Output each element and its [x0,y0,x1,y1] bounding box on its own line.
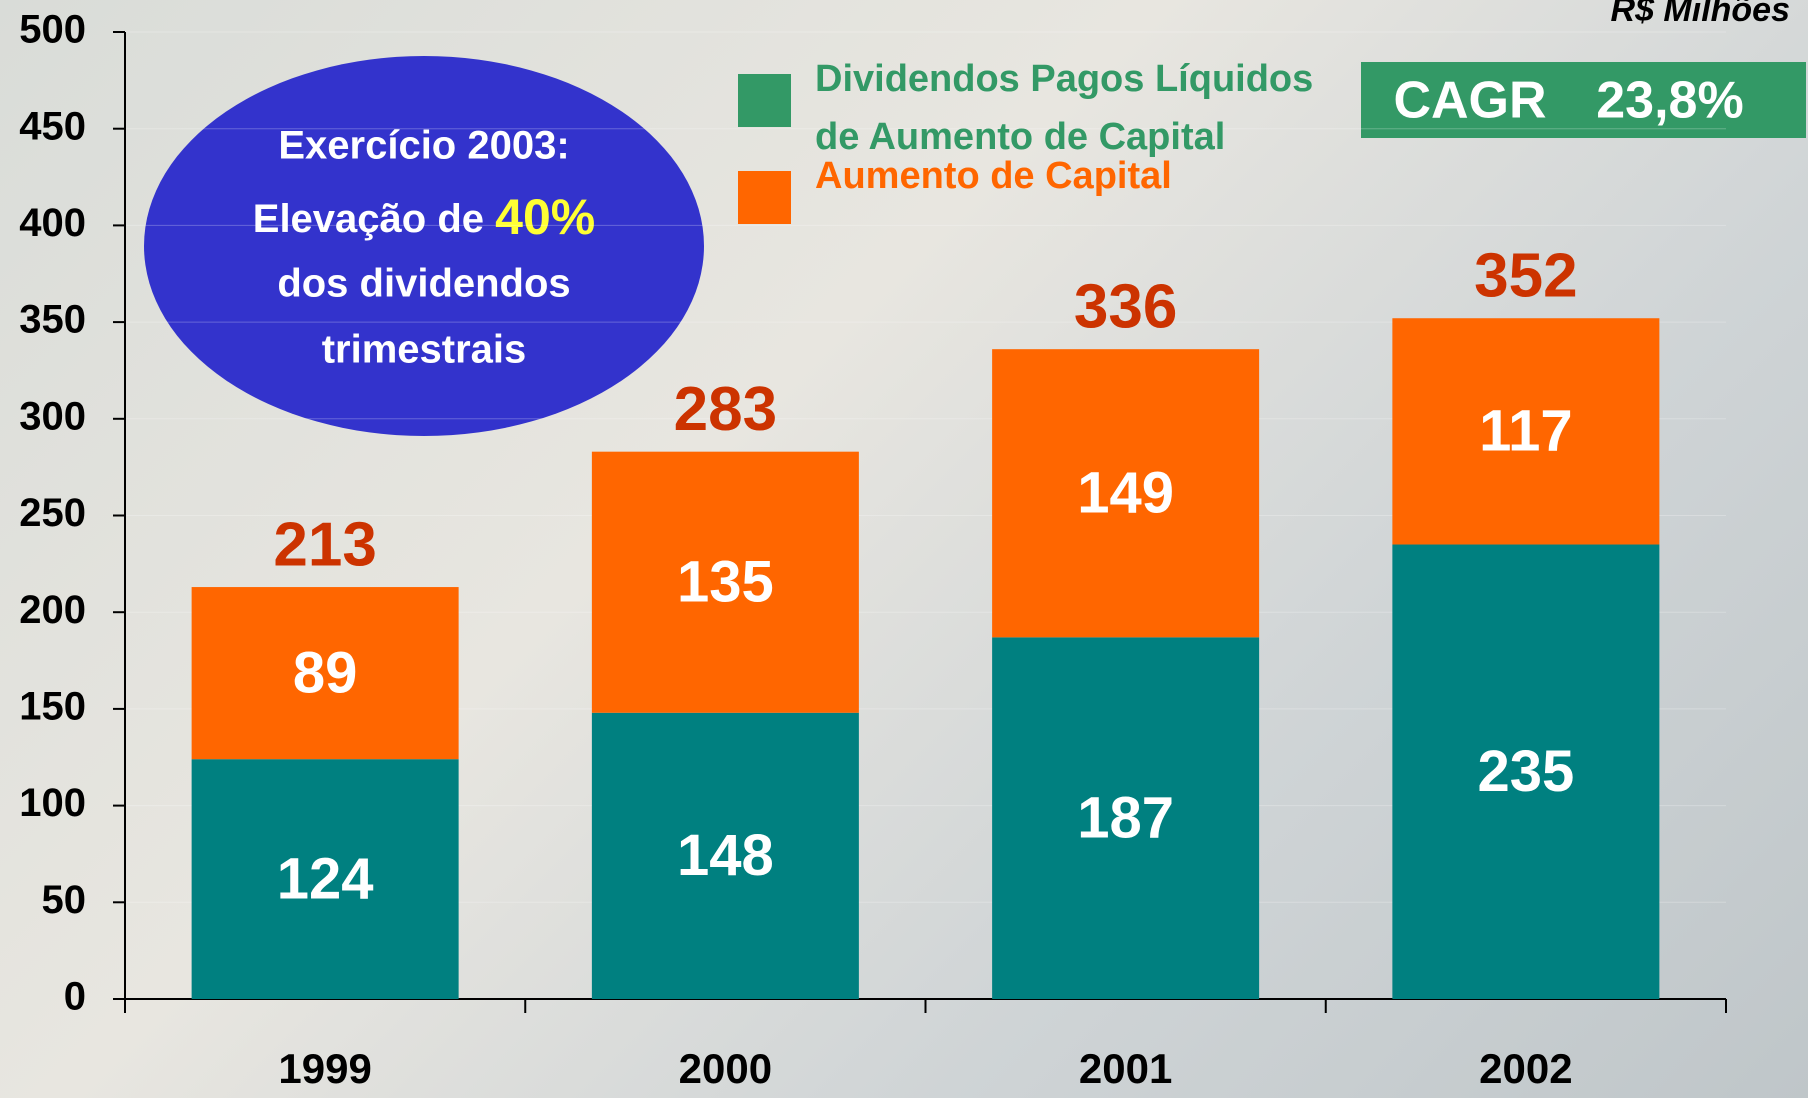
total-label: 283 [674,375,777,444]
value-label: 148 [677,823,774,888]
y-tick-label: 250 [19,491,86,535]
legend-entry: Aumento de Capital [815,147,1355,277]
legend-label: Aumento de Capital [815,147,1355,205]
value-label: 89 [293,640,358,705]
callout-text: trimestrais [322,328,527,372]
value-label: 235 [1477,739,1574,804]
cagr-value: 23,8% [1596,72,1743,130]
callout-text: Exercício 2003: [278,124,569,168]
y-tick-label: 50 [42,878,87,922]
y-tick-label: 150 [19,684,86,728]
y-tick-label: 0 [64,975,86,1019]
total-label: 213 [273,510,376,579]
legend-swatch [738,74,791,127]
callout-highlight: 40% [495,189,595,245]
cagr-label: CAGR [1393,72,1546,130]
callout-bubble [144,56,704,436]
x-tick-label: 2000 [679,1045,772,1092]
callout-text: dos dividendos [277,262,570,306]
legend-swatch [738,171,791,224]
y-tick-label: 500 [19,8,86,52]
y-tick-label: 200 [19,588,86,632]
y-tick-label: 100 [19,781,86,825]
value-label: 117 [1479,399,1573,464]
x-tick-label: 2001 [1079,1045,1172,1092]
value-label: 124 [277,846,374,911]
value-label: 149 [1077,461,1174,526]
chart: R$ Milhões Exercício 2003: Elevação de 4… [0,0,1808,1098]
value-label: 135 [677,550,774,615]
value-label: 187 [1077,785,1174,850]
y-tick-label: 400 [19,201,86,245]
y-tick-label: 450 [19,104,86,148]
callout-text: Elevação de 40% [253,189,595,245]
unit-label: R$ Milhões [1611,0,1790,29]
x-tick-label: 1999 [278,1045,371,1092]
y-tick-label: 350 [19,298,86,342]
y-tick-label: 300 [19,394,86,438]
callout-text: Elevação de [253,197,484,241]
total-label: 352 [1474,242,1577,311]
x-tick-label: 2002 [1479,1045,1572,1092]
total-label: 336 [1074,273,1177,342]
